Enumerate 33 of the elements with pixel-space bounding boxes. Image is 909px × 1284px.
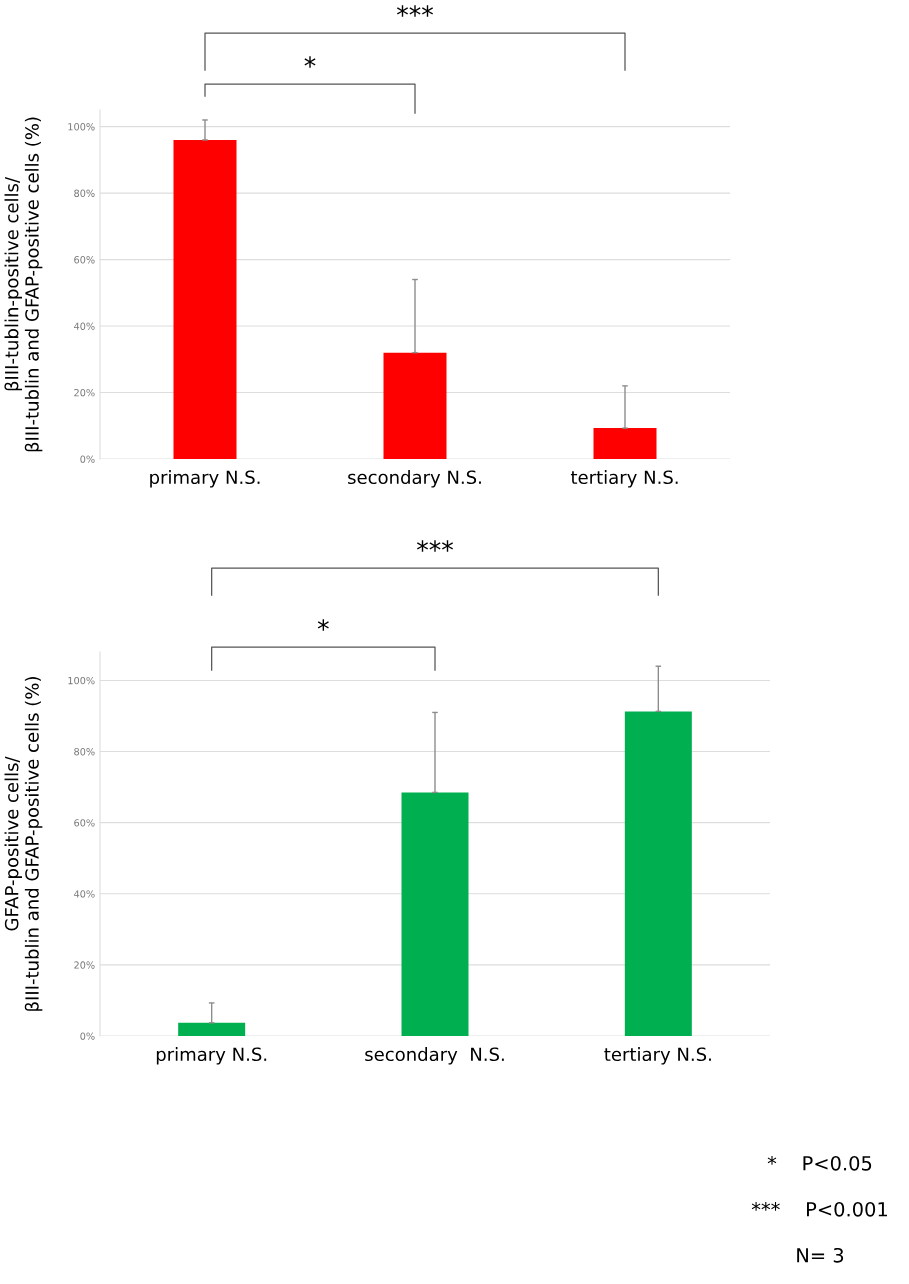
bar: [178, 1022, 246, 1036]
x-tick-label: tertiary N.S.: [604, 1047, 711, 1065]
text: * P<0.05: [767, 1155, 872, 1171]
text: ***: [417, 540, 453, 552]
bar: [593, 428, 657, 459]
y-tick-label: 60%: [74, 819, 95, 827]
x-tick-label: secondary N.S.: [365, 1047, 504, 1065]
text: *** P<0.001: [751, 1201, 887, 1217]
x-tick-label: primary N.S.: [156, 1047, 267, 1065]
x-tick-label: secondary N.S.: [348, 470, 481, 488]
bar: [401, 792, 469, 1036]
x-tick-label: tertiary N.S.: [570, 470, 678, 488]
y-tick-label: 0%: [80, 455, 95, 463]
text: *: [317, 619, 329, 631]
y-tick-label: 40%: [74, 890, 95, 898]
y-tick-label: 60%: [74, 256, 95, 264]
y-axis-title: GFAP-positive cells/ βIII-tublin and GFAP-positive cells (%): [4, 677, 43, 1011]
text: N= 3: [797, 1247, 844, 1263]
y-tick-label: 0%: [80, 1032, 95, 1040]
y-tick-label: 80%: [74, 748, 95, 756]
x-tick-label: primary N.S.: [150, 470, 260, 488]
bar: [624, 711, 692, 1036]
bar: [383, 352, 447, 459]
text: *: [304, 56, 316, 68]
y-tick-label: 40%: [74, 322, 95, 330]
y-tick-label: 80%: [74, 189, 95, 197]
y-tick-label: 20%: [74, 961, 95, 969]
text: ***: [397, 5, 433, 17]
bar: [173, 139, 237, 459]
y-tick-label: 100%: [68, 123, 95, 131]
y-tick-label: 100%: [68, 676, 95, 685]
y-axis-title: βIII-tublin-positive cells/ βIII-tublin and GFAP-positive cells (%): [4, 117, 43, 452]
y-tick-label: 20%: [74, 389, 95, 397]
